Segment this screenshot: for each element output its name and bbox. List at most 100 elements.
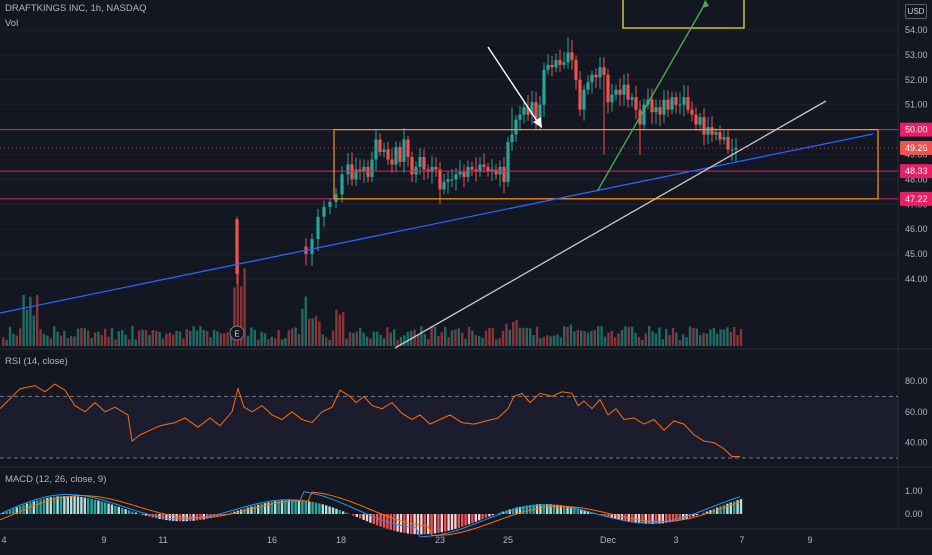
macd-histogram-bar <box>366 514 368 521</box>
price-tick-label: 44.00 <box>905 274 928 284</box>
macd-histogram-bar <box>400 514 402 532</box>
macd-histogram-bar <box>475 514 477 522</box>
volume-bar <box>543 337 545 346</box>
volume-bar <box>685 337 687 346</box>
volume-bar <box>356 332 358 346</box>
volume-bar <box>29 297 31 346</box>
volume-bar <box>604 337 606 346</box>
volume-bar <box>107 337 109 346</box>
volume-bar <box>209 337 211 346</box>
time-tick-label: 9 <box>101 535 106 545</box>
volume-bar <box>169 333 171 346</box>
volume-bar <box>39 329 41 346</box>
volume-bar <box>298 334 300 346</box>
volume-bar <box>563 326 565 346</box>
volume-bar <box>291 329 293 346</box>
volume-bar <box>386 327 388 346</box>
volume-bar <box>175 331 177 346</box>
candle-body <box>558 60 561 65</box>
candle-body <box>538 105 541 120</box>
volume-bar <box>56 332 58 346</box>
volume-bar <box>362 332 364 346</box>
volume-bar <box>607 333 609 346</box>
candle-body <box>606 75 609 102</box>
volume-bar <box>696 329 698 346</box>
volume-bar <box>9 327 11 346</box>
volume-bar <box>322 334 324 346</box>
volume-bar <box>471 331 473 346</box>
currency-button[interactable]: USD <box>905 4 927 19</box>
volume-bar <box>345 339 347 346</box>
candle-body <box>654 107 657 112</box>
volume-bar <box>396 340 398 346</box>
candle-body <box>574 60 577 80</box>
volume-bar <box>512 322 514 346</box>
macd-histogram-bar <box>356 514 358 517</box>
volume-bar <box>573 331 575 346</box>
volume-bar <box>189 331 191 346</box>
volume-bar <box>349 332 351 346</box>
candle-body <box>438 169 441 189</box>
volume-bar <box>148 335 150 346</box>
volume-bar <box>730 332 732 346</box>
volume-bar <box>155 331 157 346</box>
macd-histogram-bar <box>63 496 65 514</box>
candle-body <box>722 137 725 139</box>
macd-histogram-bar <box>12 509 14 514</box>
earnings-label: E <box>234 330 239 339</box>
candle-body <box>710 127 713 134</box>
time-tick-label: 25 <box>503 535 513 545</box>
volume-bar <box>628 327 630 346</box>
volume-bar <box>570 325 572 346</box>
volume-bar <box>655 334 657 346</box>
volume-bar <box>318 321 320 346</box>
candle-body <box>686 97 689 109</box>
macd-histogram-bar <box>719 506 721 514</box>
macd-histogram-bar <box>420 514 422 534</box>
macd-histogram-bar <box>325 505 327 514</box>
time-tick-label: 9 <box>807 535 812 545</box>
candle-body <box>562 62 565 64</box>
macd-histogram-bar <box>447 514 449 531</box>
macd-histogram-bar <box>19 506 21 514</box>
volume-bar <box>736 335 738 346</box>
volume-bar <box>611 331 613 346</box>
candle-body <box>402 140 405 162</box>
volume-bar <box>46 336 48 346</box>
volume-bar <box>339 314 341 346</box>
macd-histogram-bar <box>29 502 31 514</box>
volume-bar <box>702 333 704 346</box>
candle-body <box>454 174 457 179</box>
rsi-band <box>0 396 898 458</box>
volume-bar <box>84 328 86 346</box>
volume-bar <box>444 327 446 346</box>
volume-bar <box>403 335 405 346</box>
candle-body <box>334 194 337 201</box>
volume-bar <box>104 329 106 346</box>
macd-histogram-bar <box>199 514 201 520</box>
volume-bar <box>53 326 55 346</box>
macd-histogram-bar <box>696 514 698 515</box>
volume-bar <box>124 335 126 346</box>
candle-body <box>702 117 705 134</box>
macd-histogram-bar <box>94 500 96 514</box>
volume-bar <box>594 330 596 346</box>
price-tick-label: 53.00 <box>905 50 928 60</box>
volume-bar <box>441 332 443 346</box>
volume-bar <box>308 319 310 346</box>
candle-body <box>730 150 733 151</box>
volume-bar <box>70 336 72 346</box>
volume-bar <box>526 328 528 346</box>
macd-histogram-bar <box>257 505 259 514</box>
volume-bar <box>665 329 667 346</box>
candle-body <box>582 90 585 110</box>
volume-bar <box>641 340 643 346</box>
volume-bar <box>447 337 449 346</box>
macd-histogram-bar <box>104 502 106 514</box>
price-label-text: 50.00 <box>905 125 928 135</box>
candle-body <box>462 172 465 177</box>
macd-histogram-bar <box>437 514 439 533</box>
volume-bar <box>16 336 18 346</box>
